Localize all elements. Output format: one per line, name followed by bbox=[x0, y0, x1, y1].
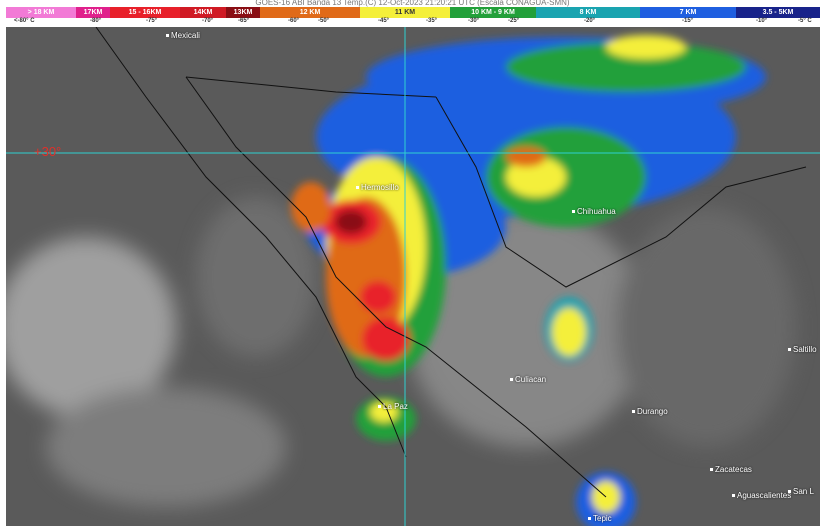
temperature-tick: -20° bbox=[584, 18, 596, 24]
city-label: Chihuahua bbox=[572, 207, 616, 216]
legend-segment: > 18 KM bbox=[6, 7, 76, 18]
city-label: Hermosillo bbox=[356, 183, 399, 192]
legend-segment: 7 KM bbox=[640, 7, 736, 18]
temperature-tick: <-80° C bbox=[14, 18, 35, 24]
temperature-tick: -10° bbox=[756, 18, 768, 24]
city-label: Saltillo bbox=[788, 345, 817, 354]
city-label: San L bbox=[788, 487, 814, 496]
temperature-tick: -70° bbox=[202, 18, 214, 24]
cloud-imagery bbox=[6, 27, 820, 526]
temperature-tick: -15° bbox=[682, 18, 694, 24]
city-label: Mexicali bbox=[166, 31, 200, 40]
temperature-tick: -60° bbox=[288, 18, 300, 24]
legend-segment: 17KM bbox=[76, 7, 110, 18]
temperature-tick: -75° bbox=[146, 18, 158, 24]
city-label: La Paz bbox=[378, 402, 408, 411]
city-label: Durango bbox=[632, 407, 668, 416]
city-label: Zacatecas bbox=[710, 465, 752, 474]
temperature-tick: -5° C bbox=[798, 18, 812, 24]
temperature-tick: -80° bbox=[90, 18, 102, 24]
legend-segment: 3.5 - 5KM bbox=[736, 7, 820, 18]
legend-segment: 12 KM bbox=[260, 7, 360, 18]
coastlines-borders bbox=[95, 27, 807, 498]
legend-segment: 10 KM - 9 KM bbox=[450, 7, 536, 18]
legend-segment: 11 KM bbox=[360, 7, 450, 18]
latitude-label: +30° bbox=[34, 144, 62, 159]
satellite-map: +30° Mexicali Hermosillo Chihuahua Culia… bbox=[6, 27, 820, 526]
temperature-tick: -50° bbox=[318, 18, 330, 24]
color-scale-legend: > 18 KM 17KM 15 - 16KM 14KM 13KM 12 KM 11 KM 10… bbox=[6, 7, 820, 18]
legend-segment: 14KM bbox=[180, 7, 226, 18]
city-label: Aguascalientes bbox=[732, 491, 791, 500]
legend-segment: 8 KM bbox=[536, 7, 640, 18]
temperature-tick: -45° bbox=[378, 18, 390, 24]
temperature-tick: -65° bbox=[238, 18, 250, 24]
city-label: Culiacan bbox=[510, 375, 546, 384]
temperature-scale: <-80° C -80° -75° -70° -65° -60° -50° -45° -35° -… bbox=[6, 18, 820, 26]
city-label: Tepic bbox=[588, 514, 612, 523]
image-header: GOES-16 ABI Banda 13 Temp.(C) 12-Oct-202… bbox=[255, 0, 570, 7]
temperature-tick: -35° bbox=[426, 18, 438, 24]
temperature-tick: -25° bbox=[508, 18, 520, 24]
legend-segment: 15 - 16KM bbox=[110, 7, 180, 18]
legend-segment: 13KM bbox=[226, 7, 260, 18]
temperature-tick: -30° bbox=[468, 18, 480, 24]
